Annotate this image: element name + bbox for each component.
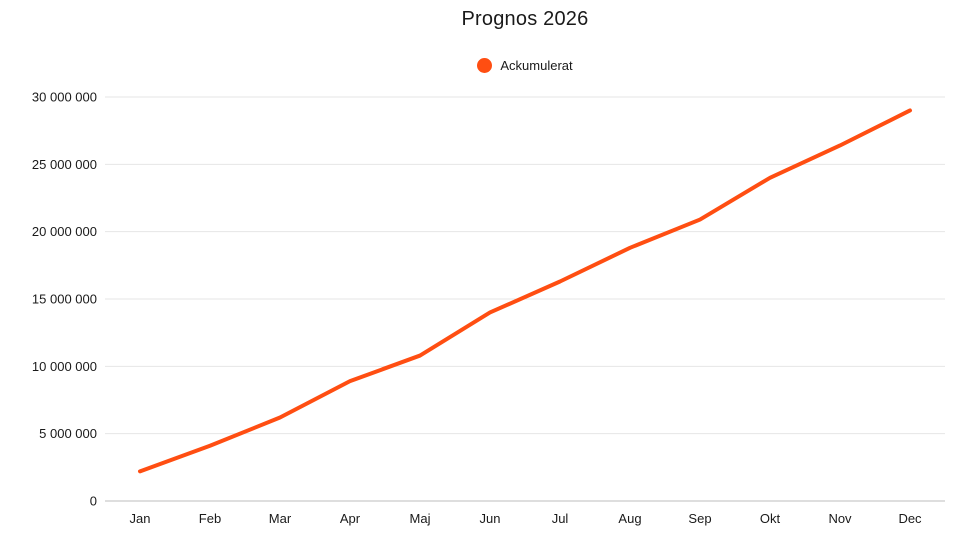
x-axis-tick-label: Maj	[410, 511, 431, 526]
chart-header: Prognos 2026	[105, 8, 945, 31]
chart-title: Prognos 2026	[461, 8, 589, 30]
y-axis-tick-label: 30 000 000	[32, 90, 97, 105]
y-axis-tick-label: 25 000 000	[32, 157, 97, 172]
legend-marker-icon	[477, 58, 493, 73]
y-axis-tick-label: 20 000 000	[32, 224, 97, 239]
x-axis-tick-label: Apr	[340, 511, 361, 526]
series-line-ackumulerat	[138, 108, 912, 474]
y-axis-tick-label: 5 000 000	[39, 426, 97, 441]
y-axis-tick-label: 10 000 000	[32, 359, 97, 374]
legend: Ackumulerat	[105, 58, 945, 73]
x-axis-tick-label: Jun	[480, 511, 501, 526]
x-axis-tick-label: Jul	[552, 511, 569, 526]
x-axis-tick-label: Okt	[760, 511, 781, 526]
x-axis-tick-label: Nov	[828, 511, 852, 526]
x-axis-tick-label: Aug	[618, 511, 641, 526]
x-axis-tick-label: Mar	[269, 511, 292, 526]
x-axis-tick-label: Dec	[898, 511, 922, 526]
y-axis-tick-label: 15 000 000	[32, 292, 97, 307]
x-axis-tick-label: Feb	[199, 511, 221, 526]
x-axis-tick-label: Jan	[130, 511, 151, 526]
x-axis-tick-label: Sep	[688, 511, 711, 526]
y-axis-tick-label: 0	[90, 494, 97, 509]
legend-label: Ackumulerat	[500, 58, 573, 73]
